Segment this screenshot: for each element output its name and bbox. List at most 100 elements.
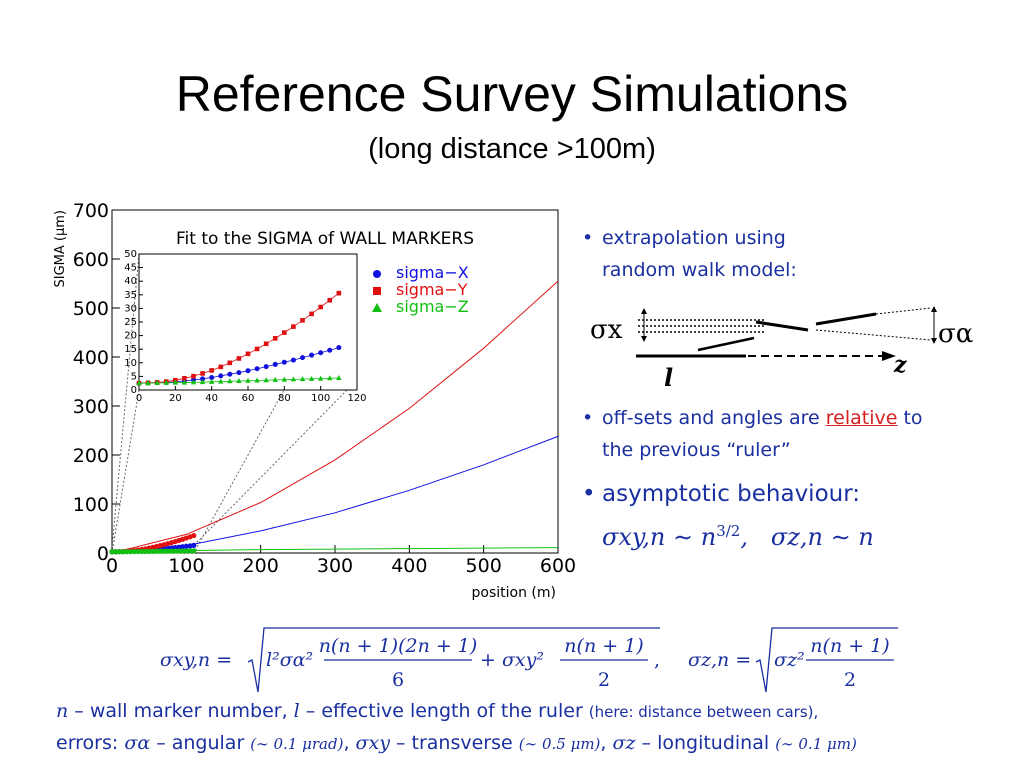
sigma-chart: 0 100 200 300 400 500 600010020030040050060070… (53, 200, 576, 601)
inset-point (300, 355, 305, 361)
inset-point (336, 345, 342, 351)
foot-text: – wall marker number, (68, 700, 294, 722)
bullet-text: off-sets and angles are relative to (602, 402, 923, 434)
data-point (161, 548, 167, 554)
inset-point (281, 359, 287, 365)
z-label: z (893, 352, 907, 378)
inset-point (236, 356, 242, 361)
formula-term1: l²σα² (266, 649, 313, 671)
ruler-segment (815, 312, 877, 326)
inset-point (182, 376, 187, 381)
asym-exponent: 3/2 (716, 522, 741, 540)
inset-point (300, 318, 305, 323)
inset-point (263, 341, 269, 347)
formula-term3-den: 2 (844, 669, 856, 691)
inset-point (236, 378, 242, 384)
inset-x-tick-label: 0 (136, 393, 142, 404)
bullet-text: the previous “ruler” (602, 439, 791, 461)
inset-point (299, 376, 306, 382)
inset-point (318, 350, 324, 356)
data-point (139, 548, 145, 555)
series-line (111, 435, 559, 554)
legend-marker (373, 287, 381, 295)
inset-point (254, 377, 260, 383)
data-point (172, 548, 178, 554)
inset-point (145, 380, 151, 386)
inset-point (163, 379, 169, 385)
legend-marker (373, 270, 381, 278)
data-point (168, 548, 175, 554)
inset-x-tick-label: 20 (169, 393, 182, 404)
inset-y-tick-label: 40 (124, 276, 137, 287)
foot-text: – effective length of the ruler (299, 700, 589, 722)
inset-point (290, 376, 297, 382)
inset-point (318, 304, 323, 310)
y-tick-label: 100 (73, 494, 109, 516)
inset-point (199, 379, 206, 385)
footnote-line-2: errors: σα – angular (∼ 0.1 μrad), σxy –… (56, 732, 857, 754)
y-tick-label: 0 (97, 543, 109, 565)
inset-point (245, 377, 251, 383)
data-point (154, 548, 160, 554)
inset-point (263, 377, 269, 383)
y-tick-label: 700 (73, 200, 109, 222)
sqrt-sign (247, 627, 660, 693)
inset-point (281, 376, 288, 382)
relative-link: relative (825, 407, 898, 429)
bullet-text-a: off-sets and angles are (602, 407, 820, 429)
inset-point (327, 347, 333, 353)
inset-point (245, 351, 251, 357)
formula-term2-num: n(n + 1) (564, 635, 643, 657)
bullet-dot: • (582, 227, 594, 249)
inset-point (218, 373, 224, 379)
data-point (124, 549, 130, 555)
inset-point (290, 357, 296, 363)
data-point (157, 548, 163, 554)
sigma-x-label: σx (590, 315, 623, 345)
inset-point (291, 324, 296, 329)
footnote-line-1: n – wall marker number, l – effective le… (56, 700, 818, 722)
legend-marker (372, 303, 382, 312)
inset-point (263, 364, 269, 370)
inset-point (327, 297, 333, 303)
inset-y-tick-label: 15 (124, 344, 137, 355)
data-point (113, 549, 119, 555)
x-tick-label: 600 (540, 555, 576, 577)
zoom-line (111, 253, 140, 549)
random-walk-diagram: σx σα l z (590, 306, 973, 390)
foot-n: n (56, 700, 69, 722)
inset-y-tick-label: 20 (124, 331, 137, 342)
inset-point (191, 373, 196, 379)
series-line (111, 280, 559, 554)
inset-x-tick-label: 100 (311, 393, 330, 404)
y-tick-label: 600 (73, 249, 109, 271)
data-point (180, 548, 186, 554)
foot-text: – transverse (389, 732, 519, 754)
inset-point (209, 368, 214, 373)
formula-term3: σz² (774, 649, 805, 671)
bullet-text: extrapolation using (602, 227, 786, 249)
foot-longitudinal-value: (∼ 0.1 μm) (775, 735, 857, 753)
inset-point (181, 379, 188, 385)
inset-point (336, 375, 342, 381)
inset-point (254, 366, 260, 372)
x-tick-label: 100 (168, 555, 204, 577)
inset-point (272, 376, 278, 382)
legend-label: sigma−Y (396, 280, 468, 299)
inset-point (227, 360, 233, 366)
inset-point (309, 311, 314, 317)
formula-plus: + σxy² (480, 649, 544, 671)
inset-point (336, 290, 342, 296)
inset-point (227, 378, 233, 384)
bullet-text: asymptotic behaviour: (602, 481, 861, 507)
data-point (109, 549, 115, 555)
inset-point (227, 371, 233, 377)
foot-l: l (293, 700, 300, 722)
inset-point (218, 364, 224, 370)
sqrt-sign (755, 627, 898, 693)
inset-point (309, 352, 315, 358)
y-axis-label: SIGMA (μm) (53, 210, 68, 287)
inset-y-tick-label: 25 (124, 317, 137, 328)
formula-comma: , (654, 649, 660, 671)
l-label: l (664, 363, 673, 390)
